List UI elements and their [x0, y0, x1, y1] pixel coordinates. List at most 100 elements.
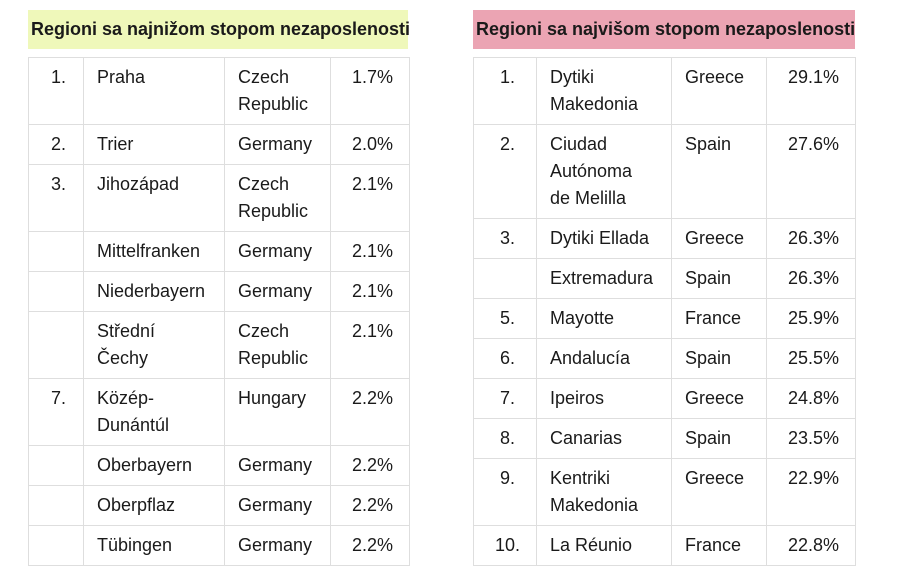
region-cell: Praha	[83, 57, 225, 125]
rank-cell	[28, 231, 84, 272]
region-cell: Oberpflaz	[83, 485, 225, 526]
rate-cell: 26.3%	[766, 218, 856, 259]
country-cell: Germany	[224, 231, 331, 272]
table-title-lowest: Regioni sa najnižom stopom nezaposlenost…	[28, 10, 410, 49]
rank-cell: 5.	[473, 298, 537, 339]
rate-cell: 29.1%	[766, 57, 856, 125]
table-row: 1. Dytiki Makedonia Greece 29.1%	[473, 57, 856, 125]
table-row: Oberpflaz Germany 2.2%	[28, 485, 410, 526]
country-cell: Germany	[224, 124, 331, 165]
rank-cell: 7.	[28, 378, 84, 446]
highest-unemployment-section: Regioni sa najvišom stopom nezaposlenost…	[473, 10, 856, 566]
lowest-unemployment-table: 1. Praha Czech Republic 1.7% 2. Trier Ge…	[28, 57, 410, 566]
region-cell: Jihozápad	[83, 164, 225, 232]
table-row: Extremadura Spain 26.3%	[473, 258, 856, 299]
rate-cell: 22.8%	[766, 525, 856, 566]
rank-cell: 2.	[473, 124, 537, 219]
region-cell: Extremadura	[536, 258, 672, 299]
rate-cell: 24.8%	[766, 378, 856, 419]
table-row: 8. Canarias Spain 23.5%	[473, 418, 856, 459]
highest-unemployment-table-body: 1. Dytiki Makedonia Greece 29.1% 2. Ciud…	[473, 57, 856, 566]
rate-cell: 2.1%	[330, 311, 410, 379]
rank-cell: 2.	[28, 124, 84, 165]
table-row: 10. La Réunio France 22.8%	[473, 525, 856, 566]
rate-cell: 26.3%	[766, 258, 856, 299]
rate-cell: 2.1%	[330, 271, 410, 312]
region-cell: Trier	[83, 124, 225, 165]
country-cell: Greece	[671, 378, 767, 419]
table-row: Mittelfranken Germany 2.1%	[28, 231, 410, 272]
country-cell: Spain	[671, 418, 767, 459]
country-cell: France	[671, 298, 767, 339]
region-cell: Střední Čechy	[83, 311, 225, 379]
country-cell: Czech Republic	[224, 57, 331, 125]
country-cell: Spain	[671, 258, 767, 299]
rate-cell: 25.5%	[766, 338, 856, 379]
region-cell: Mittelfranken	[83, 231, 225, 272]
region-cell: Oberbayern	[83, 445, 225, 486]
rank-cell: 1.	[473, 57, 537, 125]
rank-cell: 1.	[28, 57, 84, 125]
table-row: 2. Ciudad Autónoma de Melilla Spain 27.6…	[473, 124, 856, 219]
country-cell: Czech Republic	[224, 311, 331, 379]
rank-cell: 8.	[473, 418, 537, 459]
rank-cell	[28, 525, 84, 566]
table-row: 3. Dytiki Ellada Greece 26.3%	[473, 218, 856, 259]
rank-cell	[28, 485, 84, 526]
table-title-highest: Regioni sa najvišom stopom nezaposlenost…	[473, 10, 855, 49]
region-cell: Niederbayern	[83, 271, 225, 312]
country-cell: Spain	[671, 338, 767, 379]
country-cell: France	[671, 525, 767, 566]
table-row: Tübingen Germany 2.2%	[28, 525, 410, 566]
lowest-unemployment-section: Regioni sa najnižom stopom nezaposlenost…	[28, 10, 410, 566]
region-cell: Dytiki Makedonia	[536, 57, 672, 125]
rate-cell: 2.2%	[330, 445, 410, 486]
rate-cell: 2.2%	[330, 378, 410, 446]
rate-cell: 2.2%	[330, 525, 410, 566]
region-cell: Andalucía	[536, 338, 672, 379]
rate-cell: 2.2%	[330, 485, 410, 526]
highest-unemployment-table: 1. Dytiki Makedonia Greece 29.1% 2. Ciud…	[473, 57, 856, 566]
table-row: 7. Közép- Dunántúl Hungary 2.2%	[28, 378, 410, 446]
country-cell: Germany	[224, 445, 331, 486]
rank-cell	[28, 311, 84, 379]
table-row: 9. Kentriki Makedonia Greece 22.9%	[473, 458, 856, 526]
lowest-unemployment-table-body: 1. Praha Czech Republic 1.7% 2. Trier Ge…	[28, 57, 410, 566]
region-cell: Mayotte	[536, 298, 672, 339]
country-cell: Czech Republic	[224, 164, 331, 232]
rate-cell: 1.7%	[330, 57, 410, 125]
table-row: 7. Ipeiros Greece 24.8%	[473, 378, 856, 419]
region-cell: Ipeiros	[536, 378, 672, 419]
region-cell: Tübingen	[83, 525, 225, 566]
country-cell: Spain	[671, 124, 767, 219]
region-cell: Kentriki Makedonia	[536, 458, 672, 526]
country-cell: Greece	[671, 57, 767, 125]
table-row: Oberbayern Germany 2.2%	[28, 445, 410, 486]
rate-cell: 25.9%	[766, 298, 856, 339]
region-cell: Canarias	[536, 418, 672, 459]
rank-cell	[473, 258, 537, 299]
rank-cell: 6.	[473, 338, 537, 379]
rank-cell	[28, 445, 84, 486]
table-row: Niederbayern Germany 2.1%	[28, 271, 410, 312]
country-cell: Greece	[671, 218, 767, 259]
country-cell: Germany	[224, 485, 331, 526]
rank-cell: 7.	[473, 378, 537, 419]
rank-cell: 3.	[473, 218, 537, 259]
table-row: 2. Trier Germany 2.0%	[28, 124, 410, 165]
rank-cell: 10.	[473, 525, 537, 566]
rank-cell: 9.	[473, 458, 537, 526]
rate-cell: 2.0%	[330, 124, 410, 165]
region-cell: La Réunio	[536, 525, 672, 566]
country-cell: Greece	[671, 458, 767, 526]
region-cell: Dytiki Ellada	[536, 218, 672, 259]
rank-cell: 3.	[28, 164, 84, 232]
table-row: 1. Praha Czech Republic 1.7%	[28, 57, 410, 125]
rate-cell: 23.5%	[766, 418, 856, 459]
country-cell: Hungary	[224, 378, 331, 446]
rank-cell	[28, 271, 84, 312]
table-row: 3. Jihozápad Czech Republic 2.1%	[28, 164, 410, 232]
region-cell: Közép- Dunántúl	[83, 378, 225, 446]
table-row: Střední Čechy Czech Republic 2.1%	[28, 311, 410, 379]
